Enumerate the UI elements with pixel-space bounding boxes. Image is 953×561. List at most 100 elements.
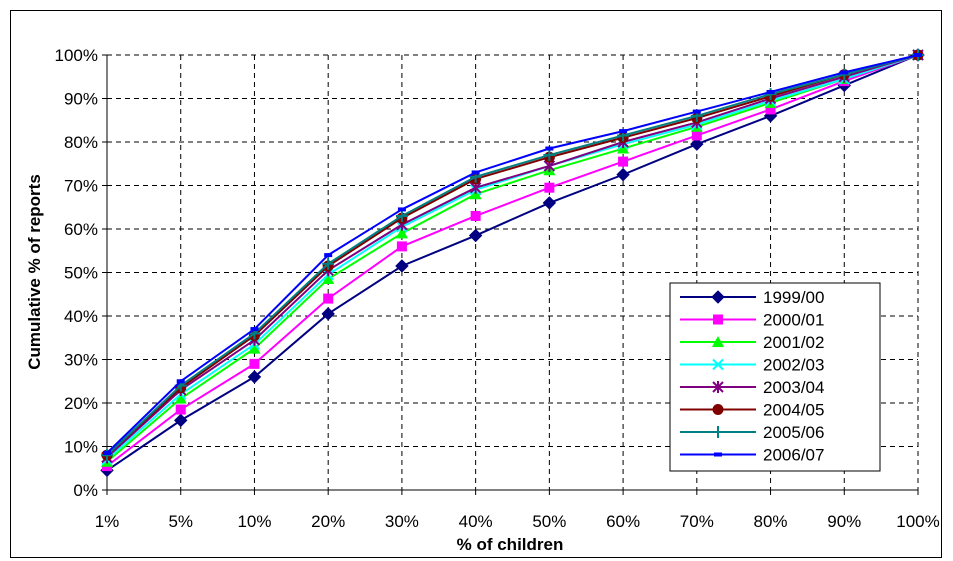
series-line (106, 54, 919, 461)
data-point-marker (711, 290, 725, 304)
x-tick-label: 20% (311, 512, 345, 531)
y-tick-label: 70% (64, 177, 98, 196)
legend-item: 2000/01 (680, 311, 824, 330)
data-point-marker (322, 273, 335, 285)
y-tick-label: 50% (64, 264, 98, 283)
data-point-marker (542, 196, 557, 210)
data-point-marker (174, 413, 188, 428)
x-tick-label: 70% (680, 512, 714, 531)
data-point-marker (618, 156, 629, 167)
data-point-marker (840, 70, 849, 75)
series-line (106, 54, 919, 463)
data-point-marker (395, 227, 408, 239)
legend-item: 2001/02 (680, 333, 824, 352)
data-point-marker (249, 358, 260, 369)
series-line (106, 54, 919, 459)
data-point-marker (617, 142, 630, 154)
x-tick-label: 80% (754, 512, 788, 531)
legend-item: 2005/06 (680, 423, 824, 442)
y-tick-label: 10% (64, 438, 98, 457)
data-point-marker (324, 253, 333, 258)
data-point-marker (765, 104, 776, 115)
legend-label: 2005/06 (763, 423, 824, 442)
data-point-marker (616, 167, 630, 182)
legend-label: 2000/01 (763, 311, 824, 330)
data-point-marker (103, 451, 111, 456)
data-point-marker (690, 137, 704, 151)
series-line (106, 54, 919, 456)
y-tick-label: 60% (64, 220, 98, 239)
data-point-marker (321, 307, 335, 321)
legend-label: 1999/00 (763, 288, 824, 307)
y-tick-label: 80% (64, 133, 98, 152)
legend-label: 2006/07 (763, 446, 824, 465)
legend: 1999/00 2000/01 2001/02 2002/03 2003/04 2004/… (669, 282, 881, 472)
legend-item: 1999/00 (680, 288, 824, 307)
data-point-marker (248, 342, 261, 354)
data-point-marker (712, 358, 724, 371)
series-line (106, 54, 919, 467)
legend-label: 2001/02 (763, 333, 824, 352)
y-tick-label: 30% (64, 351, 98, 370)
data-point-marker (619, 129, 628, 134)
data-point-marker (397, 207, 406, 212)
x-tick-label: 30% (385, 512, 419, 531)
data-point-marker (712, 404, 724, 415)
x-tick-label: 100% (896, 512, 939, 531)
y-tick-label: 100% (55, 46, 98, 65)
data-point-marker (712, 426, 724, 438)
x-tick-label: 60% (606, 512, 640, 531)
data-point-marker (714, 452, 722, 457)
x-tick-label: 90% (827, 512, 861, 531)
data-point-marker (766, 89, 775, 94)
y-tick-label: 20% (64, 394, 98, 413)
series-line (106, 54, 919, 454)
series-2006-07 (103, 53, 922, 456)
y-tick-label: 40% (64, 307, 98, 326)
data-point-marker (712, 381, 724, 393)
x-tick-label: 5% (168, 512, 193, 531)
series-line (106, 54, 919, 456)
legend-label: 2003/04 (763, 378, 824, 397)
legend-item: 2006/07 (680, 446, 824, 465)
x-tick-label: 40% (459, 512, 493, 531)
data-point-marker (322, 257, 335, 270)
y-tick-label: 90% (64, 90, 98, 109)
data-point-marker (396, 241, 407, 252)
data-point-marker (469, 188, 482, 200)
legend-label: 2004/05 (763, 401, 824, 420)
data-point-marker (914, 53, 922, 57)
data-point-marker (174, 392, 187, 404)
data-point-marker (175, 404, 186, 415)
data-point-marker (247, 370, 262, 384)
legend-label: 2002/03 (763, 356, 824, 375)
data-point-marker (395, 209, 408, 222)
x-tick-labels: 1% 5% 10% 20% 30% 40% 50% 60% 70% 80% 90% 100% (95, 490, 940, 531)
data-point-marker (545, 146, 554, 151)
data-point-marker (250, 327, 259, 332)
data-point-marker (323, 293, 334, 304)
x-tick-label: 1% (95, 512, 120, 531)
data-point-marker (468, 228, 483, 243)
x-axis-title: % of children (457, 535, 564, 554)
series-line (106, 54, 919, 472)
data-point-marker (691, 130, 702, 141)
data-point-marker (470, 210, 481, 221)
y-tick-labels: 0% 10% 20% 30% 40% 50% 60% 70% 80% 90% 100% (55, 46, 107, 500)
data-point-marker (395, 259, 409, 273)
legend-item: 2003/04 (680, 378, 824, 397)
data-point-marker (713, 314, 723, 325)
series-group (100, 48, 925, 478)
data-point-marker (176, 379, 185, 384)
x-tick-label: 10% (237, 512, 271, 531)
data-point-marker (471, 170, 480, 175)
data-point-marker (712, 336, 724, 347)
y-axis-title: Cumulative % of reports (25, 174, 44, 370)
legend-item: 2002/03 (680, 356, 824, 375)
data-point-marker (543, 149, 556, 162)
data-point-marker (692, 109, 701, 114)
legend-box (669, 282, 881, 472)
y-tick-label: 0% (73, 481, 98, 500)
x-tick-label: 50% (532, 512, 566, 531)
